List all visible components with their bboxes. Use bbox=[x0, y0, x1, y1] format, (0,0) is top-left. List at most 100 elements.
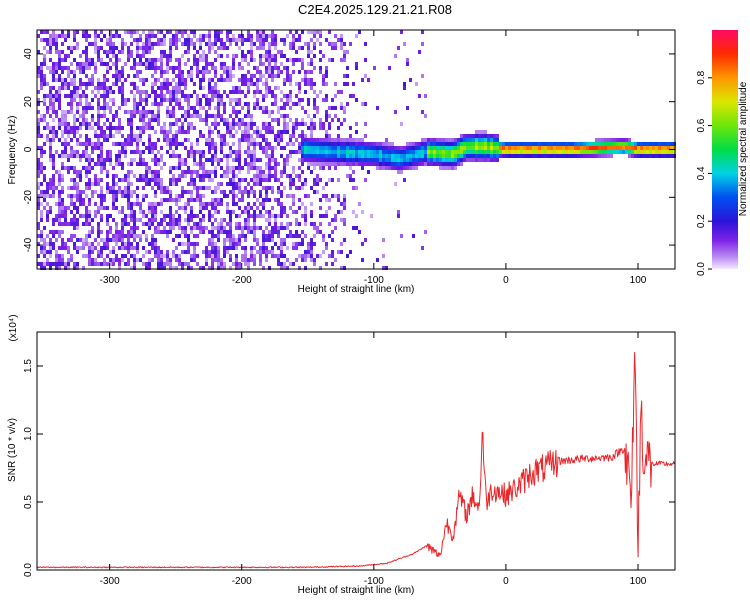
spectrogram-cell bbox=[79, 214, 82, 218]
spectrogram-cell bbox=[484, 134, 487, 138]
spectrogram-cell bbox=[403, 82, 406, 86]
spectrogram-cell bbox=[88, 62, 91, 66]
spectrogram-cell bbox=[343, 138, 346, 142]
spectrogram-cell bbox=[181, 262, 184, 266]
spectrogram-cell bbox=[448, 150, 451, 154]
spectrogram-cell bbox=[112, 54, 115, 58]
spectrogram-cell bbox=[508, 142, 511, 146]
spectrogram-cell bbox=[118, 50, 121, 54]
spectrogram-cell bbox=[82, 30, 85, 34]
spectrogram-cell bbox=[211, 66, 214, 70]
spectrogram-cell bbox=[229, 246, 232, 250]
spectrogram-cell bbox=[223, 46, 226, 50]
spectrogram-cell bbox=[109, 50, 112, 54]
spectrogram-cell bbox=[370, 162, 373, 166]
spectrogram-cell bbox=[331, 142, 334, 146]
spectrogram-cell bbox=[67, 250, 70, 254]
spectrogram-cell bbox=[193, 242, 196, 246]
spectrogram-cell bbox=[157, 58, 160, 62]
spectrogram-cell bbox=[148, 210, 151, 214]
spectrogram-cell bbox=[97, 122, 100, 126]
spectrogram-cell bbox=[301, 130, 304, 134]
spectrogram-cell bbox=[412, 146, 415, 150]
spectrogram-cell bbox=[247, 190, 250, 194]
spectrogram-cell bbox=[181, 34, 184, 38]
spectrogram-cell bbox=[193, 234, 196, 238]
spectrogram-cell bbox=[313, 30, 316, 34]
spectrogram-cell bbox=[166, 98, 169, 102]
spectrogram-cell bbox=[73, 94, 76, 98]
spectrogram-cell bbox=[181, 242, 184, 246]
spectrogram-cell bbox=[370, 150, 373, 154]
spectrogram-cell bbox=[415, 142, 418, 146]
spectrogram-cell bbox=[334, 82, 337, 86]
spectrogram-cell bbox=[61, 222, 64, 226]
spectrogram-cell bbox=[58, 170, 61, 174]
spectrogram-cell bbox=[58, 118, 61, 122]
spectrogram-cell bbox=[325, 210, 328, 214]
spectrogram-cell bbox=[70, 62, 73, 66]
spectrogram-cell bbox=[115, 158, 118, 162]
spectrogram-cell bbox=[337, 146, 340, 150]
spectrogram-cell bbox=[646, 154, 649, 158]
spectrogram-cell bbox=[88, 126, 91, 130]
spectrogram-cell bbox=[154, 178, 157, 182]
spectrogram-cell bbox=[220, 66, 223, 70]
spectrogram-cell bbox=[400, 122, 403, 126]
spectrogram-cell bbox=[133, 190, 136, 194]
spectrogram-cell bbox=[571, 142, 574, 146]
spectrogram-cell bbox=[61, 210, 64, 214]
spectrogram-cell bbox=[313, 242, 316, 246]
spectrogram-cell bbox=[349, 126, 352, 130]
spectrogram-cell bbox=[226, 250, 229, 254]
spectrogram-cell bbox=[490, 154, 493, 158]
spectrogram-cell bbox=[226, 126, 229, 130]
spectrogram-cell bbox=[325, 158, 328, 162]
spectrogram-cell bbox=[181, 130, 184, 134]
snr-frame bbox=[36, 331, 676, 571]
spectrogram-cell bbox=[142, 246, 145, 250]
spectrogram-cell bbox=[247, 206, 250, 210]
spectrogram-cell bbox=[187, 106, 190, 110]
spectrogram-cell bbox=[415, 150, 418, 154]
spectrogram-cell bbox=[214, 218, 217, 222]
spectrogram-cell bbox=[448, 142, 451, 146]
spectrogram-cell bbox=[448, 146, 451, 150]
spectrogram-cell bbox=[82, 166, 85, 170]
spectrogram-cell bbox=[259, 42, 262, 46]
spectrogram-cell bbox=[247, 166, 250, 170]
spectrogram-cell bbox=[79, 122, 82, 126]
spectrogram-cell bbox=[88, 214, 91, 218]
spectrogram-cell bbox=[295, 94, 298, 98]
spectrogram-cell bbox=[85, 166, 88, 170]
spectrogram-cell bbox=[160, 66, 163, 70]
spectrogram-cell bbox=[229, 178, 232, 182]
spectrogram-cell bbox=[52, 110, 55, 114]
spectrogram-cell bbox=[193, 150, 196, 154]
spectrogram-cell bbox=[217, 230, 220, 234]
spectrogram-cell bbox=[604, 146, 607, 150]
spectrogram-cell bbox=[127, 162, 130, 166]
spectrogram-cell bbox=[199, 34, 202, 38]
spectrogram-cell bbox=[250, 134, 253, 138]
spectrogram-cell bbox=[256, 106, 259, 110]
spectrogram-cell bbox=[229, 210, 232, 214]
spectrogram-cell bbox=[136, 90, 139, 94]
spectrogram-cell bbox=[202, 106, 205, 110]
spectrogram-cell bbox=[142, 194, 145, 198]
spectrogram-cell bbox=[115, 230, 118, 234]
spectrogram-cell bbox=[196, 226, 199, 230]
spectrogram-cell bbox=[253, 90, 256, 94]
spectrogram-cell bbox=[85, 218, 88, 222]
spectrogram-cell bbox=[61, 122, 64, 126]
spectrogram-cell bbox=[37, 166, 40, 170]
spectrogram-cell bbox=[103, 106, 106, 110]
spectrogram-cell bbox=[301, 142, 304, 146]
spectrogram-cell bbox=[253, 82, 256, 86]
spectrogram-cell bbox=[163, 78, 166, 82]
spectrogram-cell bbox=[166, 110, 169, 114]
spectrogram-cell bbox=[235, 154, 238, 158]
spectrogram-cell bbox=[112, 90, 115, 94]
spectrogram-cell bbox=[82, 114, 85, 118]
spectrogram-cell bbox=[205, 202, 208, 206]
